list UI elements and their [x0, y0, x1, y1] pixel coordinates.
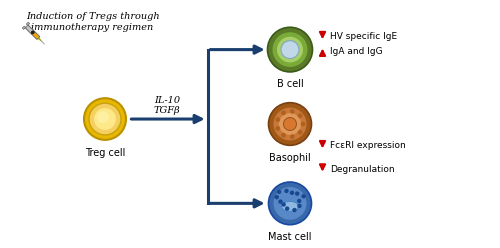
Text: IL-10
TGFβ: IL-10 TGFβ [154, 96, 180, 115]
Circle shape [89, 103, 121, 135]
FancyBboxPatch shape [26, 25, 40, 39]
Circle shape [272, 32, 308, 67]
Circle shape [268, 182, 312, 225]
Circle shape [292, 208, 296, 212]
FancyBboxPatch shape [32, 32, 39, 38]
Circle shape [276, 126, 280, 131]
FancyBboxPatch shape [26, 22, 30, 25]
Circle shape [274, 108, 306, 140]
Circle shape [31, 31, 34, 34]
Circle shape [277, 190, 281, 194]
Circle shape [298, 113, 302, 118]
Circle shape [279, 113, 301, 135]
Text: Treg cell: Treg cell [85, 148, 125, 158]
Circle shape [97, 111, 109, 123]
Text: B cell: B cell [276, 79, 303, 89]
Circle shape [290, 134, 294, 139]
Circle shape [290, 191, 294, 195]
Circle shape [285, 206, 290, 211]
Polygon shape [38, 38, 42, 42]
Circle shape [284, 189, 288, 193]
Circle shape [277, 37, 303, 62]
Circle shape [302, 194, 306, 198]
Circle shape [282, 202, 286, 207]
Circle shape [297, 199, 302, 203]
Text: Mast cell: Mast cell [268, 232, 312, 242]
Circle shape [278, 199, 282, 204]
Ellipse shape [282, 201, 298, 211]
Circle shape [268, 27, 312, 72]
Circle shape [94, 108, 116, 130]
FancyBboxPatch shape [26, 26, 38, 37]
Circle shape [290, 109, 294, 114]
Text: Degranulation: Degranulation [330, 165, 394, 174]
Circle shape [284, 118, 296, 130]
Circle shape [84, 98, 126, 140]
Circle shape [295, 191, 300, 196]
Circle shape [281, 41, 299, 59]
Circle shape [297, 204, 302, 208]
Circle shape [274, 187, 306, 220]
Circle shape [281, 110, 286, 115]
Text: HV specific IgE: HV specific IgE [330, 32, 397, 41]
Circle shape [300, 122, 306, 126]
Circle shape [281, 133, 286, 138]
Text: Basophil: Basophil [269, 153, 311, 163]
FancyBboxPatch shape [22, 26, 26, 30]
Text: Induction of Tregs through
immunotherapy regimen: Induction of Tregs through immunotherapy… [26, 12, 160, 32]
Circle shape [274, 195, 279, 199]
Text: IgA and IgG: IgA and IgG [330, 47, 382, 56]
Circle shape [276, 117, 280, 122]
Circle shape [268, 103, 312, 145]
Text: FcεRI expression: FcεRI expression [330, 141, 406, 150]
Circle shape [298, 130, 302, 135]
